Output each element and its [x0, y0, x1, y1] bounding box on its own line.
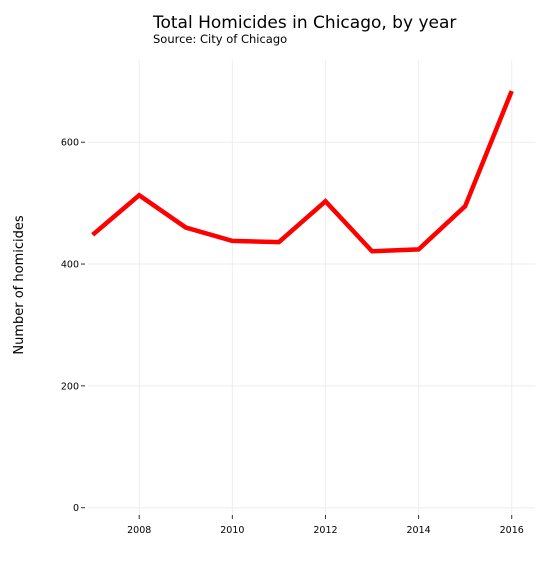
- data-point: [510, 89, 514, 93]
- gridlines: [88, 60, 535, 515]
- x-tick-label: 2010: [220, 525, 244, 536]
- axis-ticks: 2008 2010 2012 2014 2016 0 200 400 600: [61, 138, 524, 536]
- chart-subtitle: Source: City of Chicago: [153, 32, 287, 46]
- y-tick-label: 600: [61, 138, 79, 149]
- data-point: [91, 233, 95, 237]
- y-tick-label: 400: [61, 260, 79, 271]
- data-point: [277, 240, 281, 244]
- data-point: [230, 239, 234, 243]
- x-tick-label: 2012: [313, 525, 337, 536]
- series-line: [91, 90, 514, 254]
- y-tick-label: 0: [73, 503, 79, 514]
- x-tick-label: 2014: [407, 525, 431, 536]
- data-point: [370, 249, 374, 253]
- chart-title: Total Homicides in Chicago, by year: [152, 13, 456, 33]
- y-tick-label: 200: [61, 381, 79, 392]
- data-point: [184, 226, 188, 230]
- data-point: [417, 247, 421, 251]
- series-layer: [91, 89, 514, 254]
- x-tick-label: 2016: [500, 525, 524, 536]
- y-axis-title: Number of homicides: [12, 215, 27, 354]
- data-point: [463, 204, 467, 208]
- data-point: [323, 199, 327, 203]
- data-point: [137, 193, 141, 197]
- x-tick-label: 2008: [127, 525, 151, 536]
